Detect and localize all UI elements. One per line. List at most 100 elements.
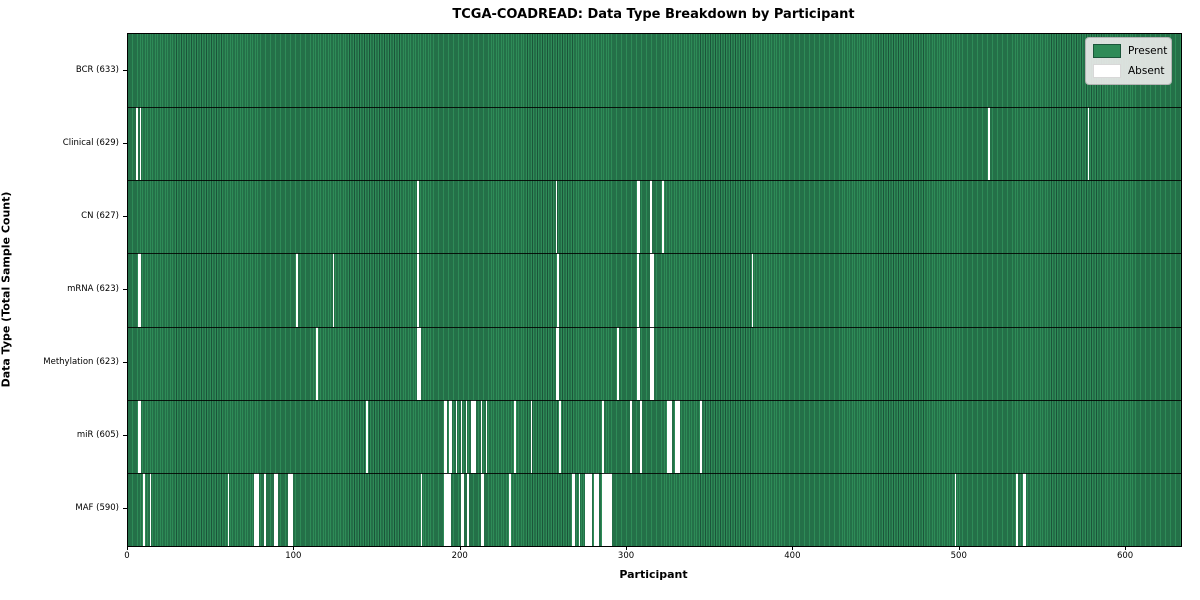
absent-mark (149, 472, 152, 546)
y-tick-mark (123, 142, 127, 144)
y-tick-label-MAF: MAF (590) (75, 503, 119, 514)
absent-mark (607, 472, 609, 546)
y-tick-mark (123, 362, 127, 364)
absent-mark (254, 472, 257, 546)
row-miR (128, 399, 1181, 473)
plot-area (127, 33, 1182, 547)
y-tick-label-BCR: BCR (633) (75, 64, 119, 75)
absent-mark (291, 472, 293, 546)
absent-mark (557, 253, 559, 327)
x-tick-label-400: 400 (784, 551, 801, 561)
absent-mark (417, 326, 420, 400)
row-BCR (128, 34, 1181, 108)
absent-mark (274, 472, 277, 546)
legend-present-swatch (1093, 44, 1121, 58)
legend-present-label: Present (1128, 45, 1168, 57)
absent-mark (1087, 107, 1090, 181)
absent-mark (467, 472, 469, 546)
x-tick-mark (127, 546, 128, 550)
absent-mark (640, 399, 643, 473)
absent-mark (558, 399, 561, 473)
y-tick-label-miR: miR (605) (76, 430, 119, 441)
absent-mark (602, 472, 604, 546)
y-tick-label-Clinical: Clinical (629) (62, 137, 119, 148)
y-tick-mark (123, 435, 127, 437)
x-tick-label-500: 500 (950, 551, 967, 561)
absent-mark (1016, 472, 1018, 546)
absent-mark (1022, 472, 1025, 546)
x-tick-label-100: 100 (285, 551, 302, 561)
absent-mark (296, 253, 298, 327)
absent-mark (610, 472, 613, 546)
absent-mark (449, 472, 451, 546)
absent-mark (256, 472, 258, 546)
absent-mark (650, 180, 652, 254)
absent-mark (460, 399, 463, 473)
legend: Present Absent (1085, 37, 1172, 85)
y-tick-mark (123, 508, 127, 510)
absent-mark (602, 399, 604, 473)
absent-mark (142, 472, 145, 546)
absent-mark (139, 107, 142, 181)
absent-mark (666, 399, 669, 473)
row-MAF (128, 472, 1181, 546)
absent-mark (637, 326, 639, 400)
absent-mark (482, 472, 484, 546)
legend-absent-swatch (1093, 64, 1121, 78)
row-divider (128, 472, 1181, 474)
absent-mark (455, 399, 458, 473)
absent-mark (608, 472, 611, 546)
absent-mark (419, 326, 421, 400)
absent-mark (954, 472, 957, 546)
absent-mark (530, 399, 533, 473)
y-tick-label-Methylation: Methylation (623) (43, 357, 119, 368)
x-tick-label-200: 200 (451, 551, 468, 561)
absent-mark (444, 399, 446, 473)
chart-title: TCGA-COADREAD: Data Type Breakdown by Pa… (452, 7, 855, 22)
absent-mark (988, 107, 990, 181)
absent-mark (137, 253, 140, 327)
absent-mark (637, 180, 639, 254)
absent-mark (227, 472, 230, 546)
y-tick-mark (123, 215, 127, 217)
absent-mark (474, 399, 476, 473)
absent-mark (508, 472, 511, 546)
absent-mark (445, 399, 448, 473)
absent-mark (315, 326, 318, 400)
absent-mark (447, 472, 450, 546)
absent-mark (630, 399, 633, 473)
absent-mark (139, 399, 142, 473)
absent-mark (137, 399, 140, 473)
absent-mark (417, 253, 420, 327)
absent-mark (605, 472, 608, 546)
absent-mark (472, 399, 474, 473)
y-tick-mark (123, 69, 127, 71)
absent-mark (449, 399, 451, 473)
absent-mark (595, 472, 598, 546)
x-tick-mark (958, 546, 960, 550)
y-tick-label-mRNA: mRNA (623) (67, 284, 119, 294)
absent-mark (332, 253, 335, 327)
absent-mark (264, 472, 267, 546)
absent-mark (638, 326, 641, 400)
absent-mark (450, 399, 453, 473)
x-tick-mark (293, 546, 295, 550)
absent-mark (661, 180, 664, 254)
x-tick-label-300: 300 (617, 551, 635, 561)
absent-mark (276, 472, 278, 546)
y-tick-mark (123, 289, 127, 290)
absent-mark (257, 472, 260, 546)
x-tick-mark (1125, 546, 1127, 550)
absent-mark (675, 399, 677, 473)
absent-mark (462, 472, 465, 546)
legend-item-absent: Absent (1093, 64, 1165, 78)
x-tick-mark (459, 546, 461, 550)
absent-mark (555, 180, 558, 254)
absent-mark (700, 399, 702, 473)
absent-mark (465, 399, 468, 473)
legend-absent-label: Absent (1128, 65, 1165, 77)
row-divider (128, 326, 1181, 328)
y-tick-label-CN: CN (627) (81, 210, 119, 221)
absent-mark (617, 326, 619, 400)
absent-mark (650, 253, 652, 327)
